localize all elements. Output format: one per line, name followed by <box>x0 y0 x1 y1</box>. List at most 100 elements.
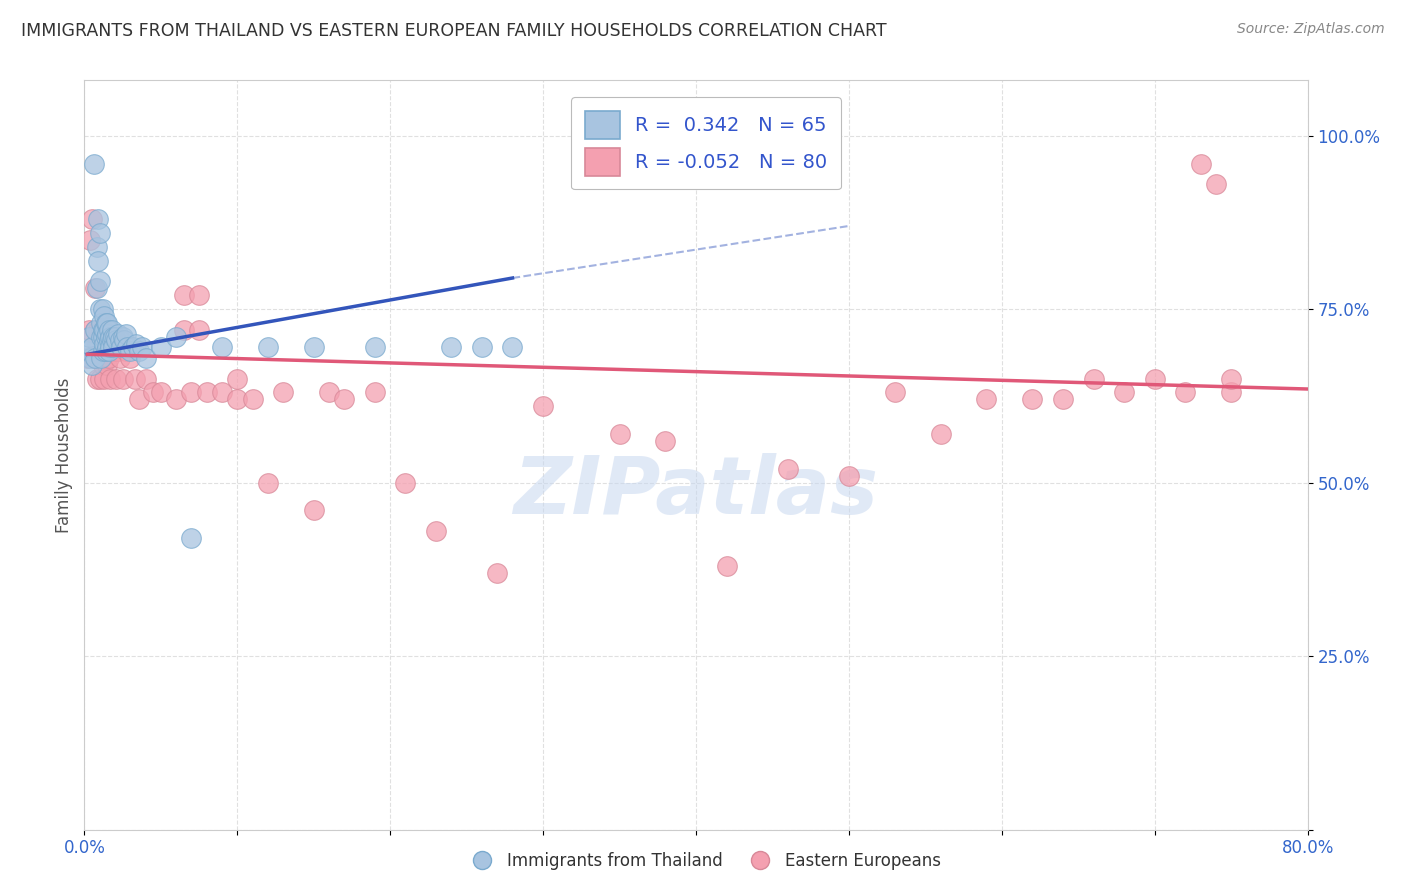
Point <box>93 371 115 385</box>
Point <box>98 371 121 385</box>
Point <box>122 340 145 354</box>
Text: ZIPatlas: ZIPatlas <box>513 453 879 532</box>
Point <box>76 343 98 358</box>
Point <box>83 351 105 365</box>
Point <box>716 558 738 573</box>
Point <box>98 330 121 344</box>
Point <box>124 371 146 385</box>
Point <box>364 385 387 400</box>
Point <box>103 343 125 358</box>
Point <box>86 337 108 351</box>
Point <box>97 330 120 344</box>
Point <box>112 334 135 348</box>
Point <box>838 468 860 483</box>
Point <box>188 288 211 302</box>
Point <box>976 392 998 407</box>
Point <box>77 323 100 337</box>
Point <box>105 334 128 348</box>
Point <box>86 281 108 295</box>
Point <box>97 334 120 348</box>
Text: Source: ZipAtlas.com: Source: ZipAtlas.com <box>1237 22 1385 37</box>
Point <box>79 233 101 247</box>
Point <box>131 340 153 354</box>
Point <box>257 340 280 354</box>
Point <box>440 340 463 354</box>
Point <box>1220 371 1243 385</box>
Point <box>97 323 120 337</box>
Point <box>1220 385 1243 400</box>
Point <box>1114 385 1136 400</box>
Point <box>609 427 631 442</box>
Point <box>87 212 110 227</box>
Point <box>114 343 136 358</box>
Point <box>103 330 125 344</box>
Point <box>149 385 172 400</box>
Point <box>1174 385 1197 400</box>
Point <box>104 330 127 344</box>
Point <box>108 351 131 365</box>
Point <box>87 323 110 337</box>
Legend: Immigrants from Thailand, Eastern Europeans: Immigrants from Thailand, Eastern Europe… <box>458 846 948 877</box>
Point <box>96 340 118 354</box>
Point <box>211 385 233 400</box>
Point <box>83 156 105 170</box>
Point <box>242 392 264 407</box>
Point <box>98 340 121 354</box>
Point <box>91 343 114 358</box>
Point <box>107 343 129 358</box>
Point <box>80 212 103 227</box>
Point <box>90 316 112 330</box>
Point <box>86 371 108 385</box>
Point <box>1189 156 1212 170</box>
Point <box>125 337 148 351</box>
Point <box>110 340 132 354</box>
Point <box>94 316 117 330</box>
Point <box>91 323 114 337</box>
Point <box>165 330 187 344</box>
Point <box>180 385 202 400</box>
Point <box>101 334 124 348</box>
Point <box>502 340 524 354</box>
Point <box>394 475 416 490</box>
Point <box>89 226 111 240</box>
Point <box>96 326 118 341</box>
Point <box>97 351 120 365</box>
Point <box>195 385 218 400</box>
Point <box>105 371 128 385</box>
Point <box>1052 392 1074 407</box>
Point <box>91 330 114 344</box>
Point <box>135 351 157 365</box>
Point <box>211 340 233 354</box>
Point <box>80 340 103 354</box>
Point <box>226 371 249 385</box>
Point <box>654 434 676 448</box>
Point <box>91 358 114 372</box>
Point <box>87 253 110 268</box>
Point <box>84 323 107 337</box>
Point <box>149 340 172 354</box>
Point <box>80 358 103 372</box>
Point <box>91 330 114 344</box>
Point <box>90 330 112 344</box>
Point <box>115 340 138 354</box>
Point <box>173 288 195 302</box>
Point <box>98 337 121 351</box>
Point <box>107 326 129 341</box>
Point <box>96 358 118 372</box>
Point <box>142 385 165 400</box>
Point <box>114 326 136 341</box>
Point <box>91 302 114 317</box>
Point <box>302 340 325 354</box>
Point <box>93 323 115 337</box>
Point <box>93 309 115 323</box>
Point <box>486 566 509 580</box>
Point <box>173 323 195 337</box>
Point <box>101 323 124 337</box>
Point <box>87 351 110 365</box>
Point <box>111 330 134 344</box>
Point <box>425 524 447 539</box>
Point <box>1021 392 1043 407</box>
Point <box>302 503 325 517</box>
Point <box>89 337 111 351</box>
Point <box>101 330 124 344</box>
